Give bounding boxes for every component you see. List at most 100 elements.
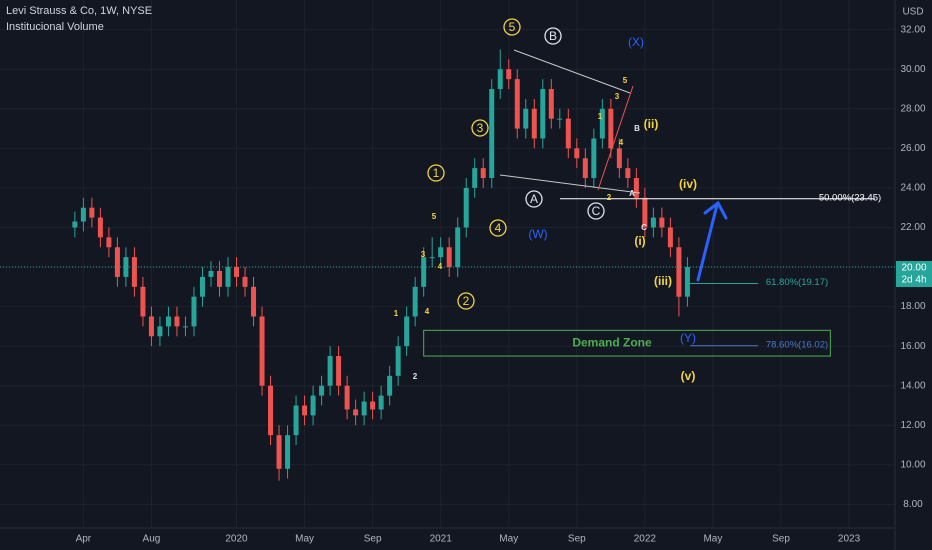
candle-body [633, 178, 639, 198]
candle-body [336, 356, 342, 386]
candle-body [319, 385, 325, 396]
candle-body [412, 286, 418, 317]
candle-body [165, 316, 171, 327]
candle-body [285, 435, 291, 469]
candle-body [268, 385, 274, 436]
candle-body [225, 267, 231, 287]
wave-circle [525, 190, 543, 208]
wave-circle [489, 219, 507, 237]
wave-label: C [641, 223, 647, 232]
price-badge [896, 261, 932, 288]
candle-body [438, 247, 444, 258]
trend-line [513, 49, 631, 94]
fib-label: 78.60%(16.02) [766, 339, 828, 350]
x-tick-label: May [703, 534, 722, 545]
grid [0, 0, 895, 528]
x-tick-label: Apr [76, 534, 92, 545]
candle-body [540, 89, 546, 139]
candle-body [557, 118, 563, 120]
candle-body [548, 89, 554, 119]
candle-body [582, 158, 588, 179]
candle-body [676, 247, 682, 297]
candle-body [429, 257, 435, 259]
candle-body [506, 69, 512, 80]
arrow [696, 200, 728, 282]
y-tick-label: 22.00 [900, 222, 925, 233]
wave-label: (iv) [679, 177, 697, 191]
wave-label: B [634, 124, 640, 133]
x-tick-label: Sep [568, 534, 586, 545]
wave-label: 3 [421, 250, 426, 259]
wave-label: 1 [598, 112, 603, 121]
wave-label: 2 [463, 294, 470, 308]
candle-body [650, 217, 656, 228]
wave-circle [503, 18, 521, 36]
wave-label: 4 [425, 307, 430, 316]
wave-label: (i) [634, 234, 645, 248]
x-tick-label: Sep [364, 534, 382, 545]
candle-body [276, 435, 282, 469]
candle-body [174, 316, 180, 327]
wave-label: (v) [681, 369, 696, 383]
candle-body [97, 217, 103, 238]
wave-label: 2 [607, 193, 612, 202]
y-tick-label: 14.00 [900, 380, 925, 391]
wave-circle [427, 164, 445, 182]
candle-body [455, 227, 461, 268]
candle-body [446, 247, 452, 268]
candle-body [89, 207, 95, 218]
wave-label: (X) [628, 35, 644, 49]
candle-body [80, 207, 86, 222]
wave-label: 3 [477, 121, 484, 135]
wave-label: 1 [433, 166, 440, 180]
wave-label: 4 [495, 221, 502, 235]
candle-body [684, 267, 690, 297]
demand-zone [423, 329, 831, 357]
candle-body [387, 375, 393, 396]
y-tick-label: 16.00 [900, 341, 925, 352]
x-tick-label: May [295, 534, 314, 545]
candle-body [370, 401, 376, 410]
candle-body [327, 356, 333, 386]
candle-body [182, 326, 188, 328]
candle-body [625, 168, 631, 179]
candle-body [114, 247, 120, 277]
candle-body [395, 346, 401, 376]
wave-label: 5 [509, 20, 516, 34]
y-tick-label: 26.00 [900, 143, 925, 154]
candle-body [421, 257, 427, 287]
candle-body [216, 270, 222, 287]
wave-label: (ii) [644, 117, 659, 131]
candle-body [608, 108, 614, 149]
candle-body [293, 405, 299, 436]
zone-label: Demand Zone [572, 335, 652, 349]
currency: USD [902, 7, 923, 18]
candle-body [361, 401, 367, 416]
candle-body [191, 296, 197, 327]
wave-label: A [530, 192, 538, 206]
wave-label: (Y) [680, 331, 696, 345]
candle-body [208, 270, 214, 277]
candle-body [599, 108, 605, 139]
wave-label: B [549, 29, 557, 43]
candles [72, 49, 690, 481]
x-tick-label: 2020 [225, 534, 248, 545]
x-tick-label: May [499, 534, 518, 545]
x-tick-label: Sep [772, 534, 790, 545]
candle-body [531, 108, 537, 139]
wave-label: 5 [623, 76, 628, 85]
candle-body [489, 89, 495, 179]
y-tick-label: 32.00 [900, 24, 925, 35]
candle-body [616, 148, 622, 169]
trend-line [597, 85, 634, 191]
candle-body [659, 217, 665, 228]
wave-label: 1 [394, 309, 399, 318]
wave-label: 2 [413, 372, 418, 381]
candle-body [480, 168, 486, 179]
candle-body [642, 197, 648, 228]
x-tick-label: 2023 [838, 534, 861, 545]
x-tick-label: 2022 [634, 534, 657, 545]
candle-body [404, 316, 410, 347]
